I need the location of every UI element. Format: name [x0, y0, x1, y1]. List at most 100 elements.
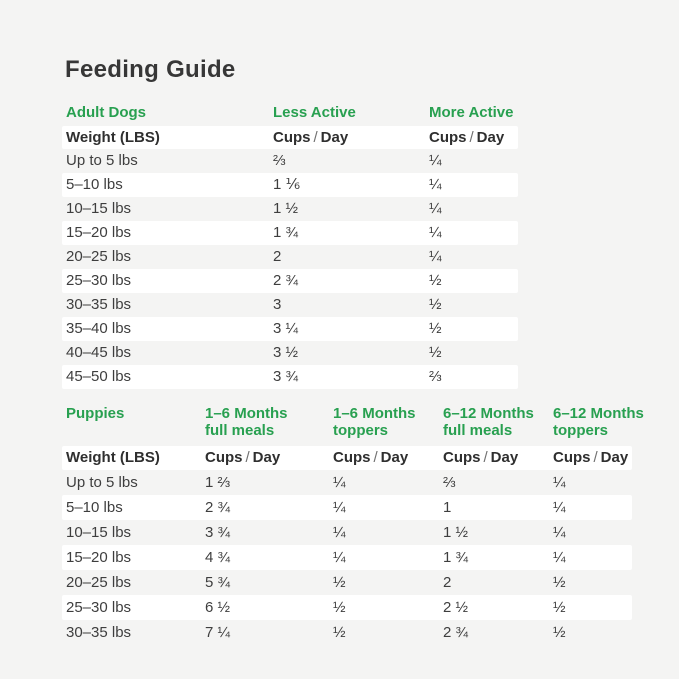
cups-per-day-cell: 3 [273, 296, 282, 313]
cups-per-day-cell: ¼ [429, 248, 442, 265]
cups-per-day-cell: ⅔ [273, 152, 286, 169]
slash-separator: / [593, 449, 598, 466]
cups-per-day-cell: ¼ [553, 549, 566, 566]
weight-cell: 20–25 lbs [66, 248, 132, 265]
page-title: Feeding Guide [65, 56, 236, 83]
cups-per-day-cell: 1 ½ [443, 524, 469, 541]
table-row: 20–25 lbs 2 ¼ [62, 245, 518, 269]
weight-lbs-header: Weight (LBS) [66, 129, 160, 146]
weight-cell: Up to 5 lbs [66, 474, 138, 491]
slash-separator: / [313, 129, 318, 146]
adult-dogs-table: Adult Dogs Less Active More Active Weigh… [62, 104, 518, 389]
section-label-puppies: Puppies [66, 405, 125, 422]
slash-separator: / [469, 129, 474, 146]
cups-label: Cups [273, 129, 311, 146]
column-header-less-active: Less Active [273, 104, 356, 121]
day-label: Day [252, 449, 281, 466]
cups-label: Cups [333, 449, 371, 466]
section-label-adult-dogs: Adult Dogs [66, 104, 146, 121]
cups-per-day-cell: ¼ [333, 474, 346, 491]
cups-per-day-cell: 1 ¾ [443, 549, 469, 566]
adult-table-body: Up to 5 lbs ⅔ ¼ 5–10 lbs 1 ⅙ ¼ 10–15 lbs 1 ½ ¼ 15… [62, 149, 518, 389]
table-row: 10–15 lbs 1 ½ ¼ [62, 197, 518, 221]
cups-day-header: Cups / Day [443, 446, 518, 470]
cups-per-day-cell: ½ [429, 320, 442, 337]
cups-per-day-cell: ½ [429, 272, 442, 289]
cups-per-day-cell: 2 [273, 248, 282, 265]
table-row: 30–35 lbs 3 ½ [62, 293, 518, 317]
puppies-table: Puppies 1–6 Months full meals 1–6 Months t… [62, 405, 644, 645]
cups-day-header: Cups / Day [553, 446, 628, 470]
table-row: 25–30 lbs 2 ¾ ½ [62, 269, 518, 293]
cups-day-header: Cups / Day [205, 446, 280, 470]
cups-per-day-cell: ½ [333, 574, 346, 591]
cups-per-day-cell: ½ [429, 296, 442, 313]
cups-label: Cups [443, 449, 481, 466]
cups-per-day-cell: 3 ¾ [205, 524, 231, 541]
cups-per-day-cell: 1 ¾ [273, 224, 299, 241]
puppies-section-header-row: Puppies 1–6 Months full meals 1–6 Months t… [62, 405, 644, 441]
cups-label: Cups [553, 449, 591, 466]
cups-day-header: Cups / Day [333, 446, 408, 470]
day-label: Day [600, 449, 629, 466]
column-header-1-6-months-full-meals: 1–6 Months full meals [205, 405, 288, 439]
table-row: 20–25 lbs 5 ¾ ½ 2 ½ [62, 570, 632, 595]
cups-label: Cups [429, 129, 467, 146]
weight-cell: Up to 5 lbs [66, 152, 138, 169]
day-label: Day [320, 129, 349, 146]
table-row: Up to 5 lbs ⅔ ¼ [62, 149, 518, 173]
cups-per-day-cell: ¼ [553, 499, 566, 516]
weight-cell: 5–10 lbs [66, 499, 123, 516]
weight-cell: 15–20 lbs [66, 224, 132, 241]
cups-per-day-cell: ¼ [333, 499, 346, 516]
cups-per-day-cell: 2 ¾ [443, 624, 469, 641]
cups-per-day-cell: ½ [553, 624, 566, 641]
table-row: 5–10 lbs 1 ⅙ ¼ [62, 173, 518, 197]
weight-cell: 15–20 lbs [66, 549, 132, 566]
cups-per-day-cell: ¼ [429, 200, 442, 217]
column-header-6-12-months-toppers: 6–12 Months toppers [553, 405, 644, 439]
weight-cell: 45–50 lbs [66, 368, 132, 385]
cups-per-day-cell: 2 ½ [443, 599, 469, 616]
cups-per-day-cell: 1 ⅙ [273, 176, 301, 193]
cups-day-header: Cups / Day [273, 126, 348, 149]
cups-per-day-cell: 6 ½ [205, 599, 231, 616]
table-row: 10–15 lbs 3 ¾ ¼ 1 ½ ¼ [62, 520, 632, 545]
weight-cell: 20–25 lbs [66, 574, 132, 591]
puppies-table-header-row: Weight (LBS) Cups / Day Cups / Day Cups / Day … [62, 446, 632, 470]
table-row: Up to 5 lbs 1 ⅔ ¼ ⅔ ¼ [62, 470, 632, 495]
weight-cell: 10–15 lbs [66, 524, 132, 541]
cups-per-day-cell: ⅔ [443, 474, 456, 491]
cups-per-day-cell: 1 ⅔ [205, 474, 231, 491]
weight-cell: 25–30 lbs [66, 599, 132, 616]
weight-cell: 35–40 lbs [66, 320, 132, 337]
cups-per-day-cell: 5 ¾ [205, 574, 231, 591]
weight-cell: 30–35 lbs [66, 296, 132, 313]
puppies-table-body: Up to 5 lbs 1 ⅔ ¼ ⅔ ¼ 5–10 lbs 2 ¾ ¼ 1 ¼ 10–15 lbs… [62, 470, 632, 645]
cups-per-day-cell: ¼ [429, 152, 442, 169]
table-row: 25–30 lbs 6 ½ ½ 2 ½ ½ [62, 595, 632, 620]
cups-per-day-cell: ⅔ [429, 368, 442, 385]
table-row: 30–35 lbs 7 ¼ ½ 2 ¾ ½ [62, 620, 632, 645]
table-row: 15–20 lbs 1 ¾ ¼ [62, 221, 518, 245]
cups-day-header: Cups / Day [429, 126, 504, 149]
cups-per-day-cell: 4 ¾ [205, 549, 231, 566]
table-row: 45–50 lbs 3 ¾ ⅔ [62, 365, 518, 389]
cups-per-day-cell: 1 [443, 499, 452, 516]
weight-cell: 5–10 lbs [66, 176, 123, 193]
column-header-more-active: More Active [429, 104, 514, 121]
cups-per-day-cell: ¼ [553, 524, 566, 541]
adult-section-header-row: Adult Dogs Less Active More Active [62, 104, 518, 124]
cups-per-day-cell: 3 ½ [273, 344, 299, 361]
cups-per-day-cell: ½ [429, 344, 442, 361]
cups-label: Cups [205, 449, 243, 466]
cups-per-day-cell: 1 ½ [273, 200, 299, 217]
cups-per-day-cell: ¼ [429, 176, 442, 193]
cups-per-day-cell: ½ [553, 599, 566, 616]
cups-per-day-cell: ¼ [333, 549, 346, 566]
cups-per-day-cell: 2 ¾ [205, 499, 231, 516]
table-row: 35–40 lbs 3 ¼ ½ [62, 317, 518, 341]
weight-cell: 40–45 lbs [66, 344, 132, 361]
day-label: Day [476, 129, 505, 146]
cups-per-day-cell: ¼ [429, 224, 442, 241]
